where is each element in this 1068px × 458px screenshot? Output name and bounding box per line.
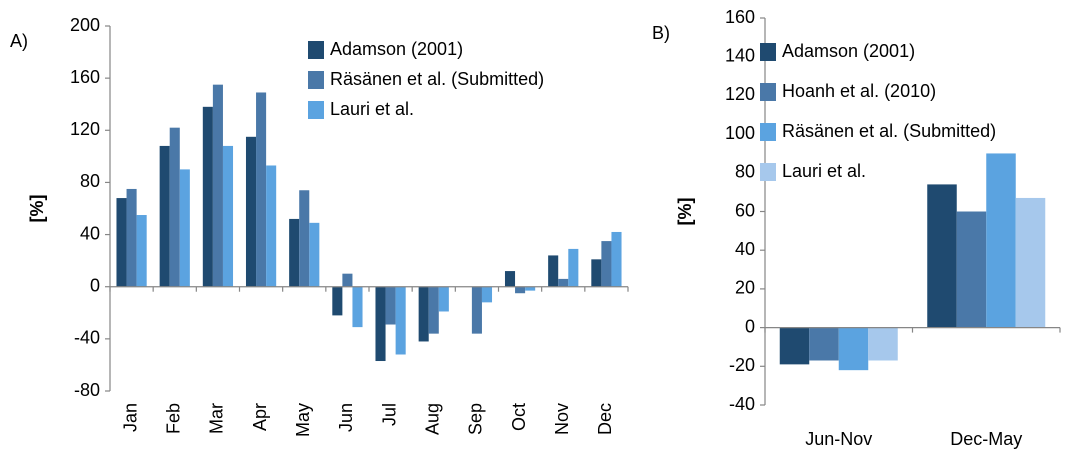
bar	[385, 286, 396, 325]
x-tick-label: Jan	[120, 403, 140, 432]
y-axis-label: [%]	[675, 198, 695, 226]
bar	[568, 248, 579, 287]
bar	[1015, 197, 1046, 328]
bar	[809, 327, 839, 361]
bar	[525, 286, 536, 291]
bar	[504, 271, 516, 287]
y-tick-label: 120	[725, 84, 755, 104]
bar	[395, 286, 406, 355]
bar	[956, 211, 987, 328]
legend-swatch	[760, 123, 776, 141]
y-tick-label: 120	[70, 119, 100, 139]
x-tick-label: Feb	[164, 403, 184, 434]
y-tick-label: 200	[70, 15, 100, 35]
bar	[179, 169, 190, 287]
legend-label: Hoanh et al. (2010)	[782, 81, 936, 101]
bar	[169, 127, 180, 287]
x-tick-label: May	[293, 403, 313, 437]
y-tick-label: 140	[725, 45, 755, 65]
y-tick-label: -20	[729, 355, 755, 375]
y-tick-label: 60	[735, 200, 755, 220]
x-tick-label: Jun	[336, 403, 356, 432]
x-tick-label: Nov	[552, 403, 572, 435]
y-axis-label: [%]	[27, 195, 47, 223]
x-tick-label: Apr	[250, 403, 270, 431]
bar	[868, 327, 898, 361]
legend-swatch	[308, 71, 324, 89]
bar	[309, 222, 320, 287]
y-tick-label: 80	[80, 171, 100, 191]
x-tick-label: Jul	[379, 403, 399, 426]
panel-label: A)	[10, 31, 28, 51]
bar	[202, 106, 213, 287]
legend-swatch	[760, 83, 776, 101]
y-tick-label: 40	[80, 223, 100, 243]
x-tick-label: Jun-Nov	[805, 429, 872, 449]
bar	[126, 188, 137, 287]
bar	[245, 136, 257, 287]
y-tick-label: 80	[735, 162, 755, 182]
panel-label: B)	[652, 23, 670, 43]
bar	[352, 286, 363, 328]
legend-label: Adamson (2001)	[782, 41, 915, 61]
y-tick-label: 160	[725, 7, 755, 27]
y-tick-label: 100	[725, 123, 755, 143]
bar	[611, 231, 622, 287]
bar	[222, 145, 234, 287]
legend-swatch	[760, 163, 776, 181]
bar	[342, 273, 353, 287]
bar	[256, 92, 267, 287]
bar	[515, 286, 526, 294]
legend-swatch	[308, 41, 324, 59]
legend-swatch	[760, 43, 776, 61]
bar	[212, 84, 223, 287]
bar	[375, 286, 386, 362]
bar	[418, 286, 429, 342]
bar	[838, 327, 869, 371]
x-tick-label: Oct	[509, 403, 529, 431]
bar	[986, 153, 1016, 328]
bar	[136, 215, 147, 287]
bar	[558, 278, 569, 287]
y-tick-label: 160	[70, 67, 100, 87]
x-tick-label: Dec-May	[950, 429, 1022, 449]
bar	[116, 198, 127, 287]
legend-label: Adamson (2001)	[330, 39, 463, 59]
bar	[159, 145, 170, 287]
x-tick-label: Aug	[423, 403, 443, 435]
x-tick-label: Dec	[595, 403, 615, 435]
legend-swatch	[308, 101, 324, 119]
x-tick-label: Mar	[207, 403, 227, 434]
bar	[266, 165, 277, 287]
bar	[299, 190, 310, 287]
bar	[332, 286, 343, 316]
bar	[927, 184, 957, 328]
bar	[601, 241, 612, 287]
y-tick-label: -80	[74, 380, 100, 400]
bar	[428, 286, 439, 334]
bar	[471, 286, 482, 334]
legend-label: Lauri et al.	[330, 99, 414, 119]
y-tick-label: -40	[729, 394, 755, 414]
x-tick-label: Sep	[466, 403, 486, 435]
legend-label: Lauri et al.	[782, 161, 866, 181]
y-tick-label: 0	[745, 316, 755, 336]
y-tick-label: -40	[74, 328, 100, 348]
y-tick-label: 0	[90, 275, 100, 295]
legend-label: Räsänen et al. (Submitted)	[330, 69, 544, 89]
bar	[289, 218, 300, 287]
y-tick-label: 40	[735, 239, 755, 259]
y-tick-label: 20	[735, 278, 755, 298]
bar	[779, 327, 810, 365]
bar	[591, 259, 602, 287]
bar	[481, 286, 493, 303]
bar	[438, 286, 449, 312]
legend-label: Räsänen et al. (Submitted)	[782, 121, 996, 141]
bar	[548, 255, 559, 287]
